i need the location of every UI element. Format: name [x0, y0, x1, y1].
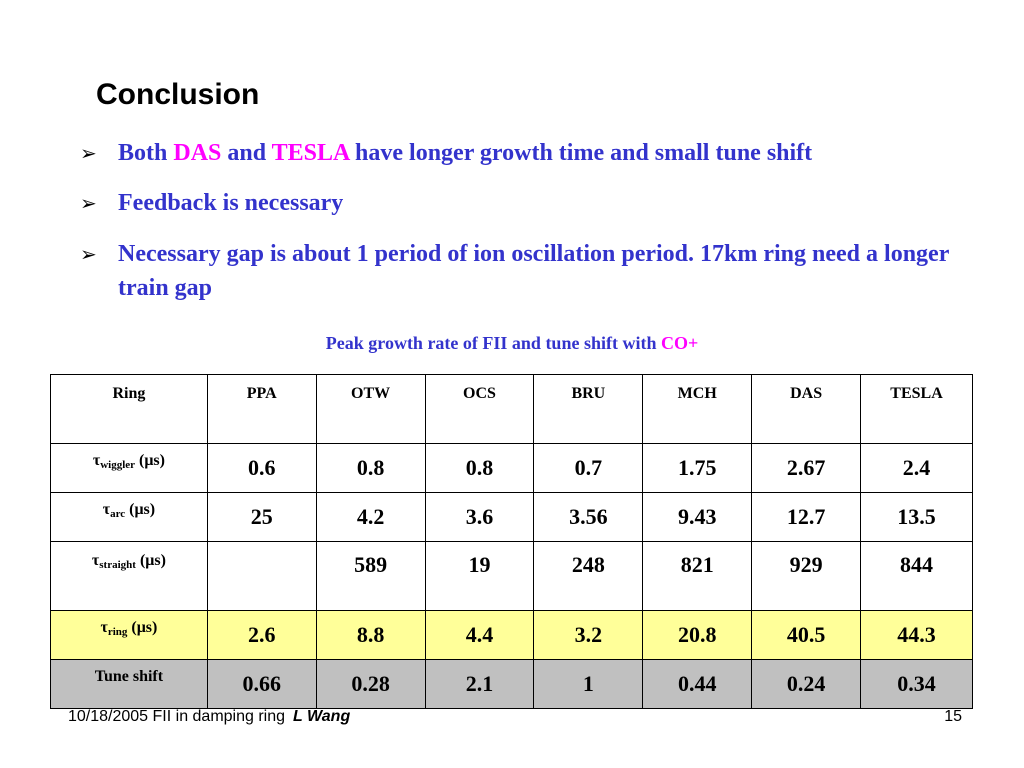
tau-symbol: τ: [92, 452, 101, 469]
table-cell: 2.4: [860, 443, 973, 493]
table-cell: 0.44: [642, 659, 753, 709]
table-cell: 929: [751, 541, 862, 611]
table-cell: 1: [533, 659, 644, 709]
row-subscript: wiggler: [100, 459, 136, 471]
table-row-tune-shift: Tune shift 0.66 0.28 2.1 1 0.44 0.24 0.3…: [50, 659, 973, 709]
footer-author: L Wang: [293, 708, 351, 725]
highlight-das: DAS: [173, 140, 222, 166]
table-cell: 0.8: [315, 443, 426, 493]
table-cell: 0.8: [424, 443, 535, 493]
table-cell: 2.6: [206, 610, 317, 660]
caption-highlight: CO+: [660, 333, 699, 353]
row-unit: (μs): [127, 619, 158, 636]
table-row-ring: τring (μs) 2.6 8.8 4.4 3.2 20.8 40.5 44.…: [50, 610, 973, 660]
table-cell: 0.6: [206, 443, 317, 493]
table-cell: [206, 541, 317, 611]
bullet-text-part: Both: [118, 140, 174, 166]
row-label: τstraight (μs): [50, 541, 208, 611]
row-subscript: ring: [107, 626, 128, 638]
arrow-bullet-icon: ➢: [80, 242, 97, 266]
table-cell: 0.66: [206, 659, 317, 709]
arrow-bullet-icon: ➢: [80, 141, 97, 165]
table-header-row: Ring PPA OTW OCS BRU MCH DAS TESLA: [50, 374, 973, 444]
table-caption: Peak growth rate of FII and tune shift w…: [0, 333, 1024, 354]
table-cell: 4.2: [315, 492, 426, 542]
table-cell: 248: [533, 541, 644, 611]
table-cell: 19: [424, 541, 535, 611]
footer-left: 10/18/2005 FII in damping ring L Wang: [68, 708, 350, 726]
table-cell: 3.2: [533, 610, 644, 660]
footer-date-title: 10/18/2005 FII in damping ring: [68, 708, 286, 725]
row-label: τring (μs): [50, 610, 208, 660]
bullet-2: ➢ Feedback is necessary: [80, 186, 960, 220]
row-label: Tune shift: [50, 659, 208, 709]
header-cell-tesla: TESLA: [860, 374, 973, 444]
table-cell: 2.67: [751, 443, 862, 493]
header-cell: MCH: [642, 374, 753, 444]
table-cell: 0.34: [860, 659, 973, 709]
header-cell-das: DAS: [751, 374, 862, 444]
bullet-text-part: and: [221, 140, 272, 166]
slide-title: Conclusion: [96, 78, 260, 111]
table-cell: 25: [206, 492, 317, 542]
row-label: τwiggler (μs): [50, 443, 208, 493]
bullet-text: Necessary gap is about 1 period of ion o…: [118, 241, 949, 301]
header-cell: BRU: [533, 374, 644, 444]
highlight-tesla: TESLA: [271, 140, 350, 166]
row-subscript: straight: [99, 559, 136, 571]
row-label: τarc (μs): [50, 492, 208, 542]
bullet-text-part: have longer growth time and small tune s…: [349, 140, 813, 166]
table-row-arc: τarc (μs) 25 4.2 3.6 3.56 9.43 12.7 13.5: [50, 492, 973, 542]
tau-symbol: τ: [91, 552, 100, 569]
caption-text: Peak growth rate of FII and tune shift w…: [325, 333, 661, 353]
table-cell: 0.28: [315, 659, 426, 709]
row-unit: (μs): [135, 452, 165, 469]
table-cell: 4.4: [424, 610, 535, 660]
bullet-text: Both DAS and TESLA have longer growth ti…: [118, 136, 960, 170]
header-cell: OTW: [315, 374, 426, 444]
table-cell: 20.8: [642, 610, 753, 660]
data-table: Ring PPA OTW OCS BRU MCH DAS TESLA τwigg…: [50, 374, 973, 709]
page-number: 15: [944, 708, 962, 725]
row-subscript: arc: [110, 508, 126, 520]
header-cell: Ring: [50, 374, 208, 444]
header-cell: PPA: [206, 374, 317, 444]
table-cell: 844: [860, 541, 973, 611]
table-cell: 40.5: [751, 610, 862, 660]
table-row-straight: τstraight (μs) 589 19 248 821 929 844: [50, 541, 973, 611]
bullet-3: ➢ Necessary gap is about 1 period of ion…: [80, 237, 960, 305]
bullet-1: ➢ Both DAS and TESLA have longer growth …: [80, 136, 960, 170]
tau-symbol: τ: [102, 501, 111, 518]
table-cell: 9.43: [642, 492, 753, 542]
table-row-wiggler: τwiggler (μs) 0.6 0.8 0.8 0.7 1.75 2.67 …: [50, 443, 973, 493]
row-unit: (μs): [125, 501, 156, 518]
tau-symbol: τ: [100, 619, 108, 636]
table-cell: 44.3: [860, 610, 973, 660]
table-cell: 2.1: [424, 659, 535, 709]
table-cell: 821: [642, 541, 753, 611]
row-unit: (μs): [135, 552, 166, 569]
table-cell: 1.75: [642, 443, 753, 493]
table-cell: 8.8: [315, 610, 426, 660]
header-cell: OCS: [424, 374, 535, 444]
table-cell: 0.24: [751, 659, 862, 709]
table-cell: 13.5: [860, 492, 973, 542]
table-cell: 12.7: [751, 492, 862, 542]
table-cell: 3.6: [424, 492, 535, 542]
table-cell: 3.56: [533, 492, 644, 542]
arrow-bullet-icon: ➢: [80, 191, 97, 215]
table-cell: 589: [315, 541, 426, 611]
bullet-text: Feedback is necessary: [118, 190, 344, 216]
table-cell: 0.7: [533, 443, 644, 493]
